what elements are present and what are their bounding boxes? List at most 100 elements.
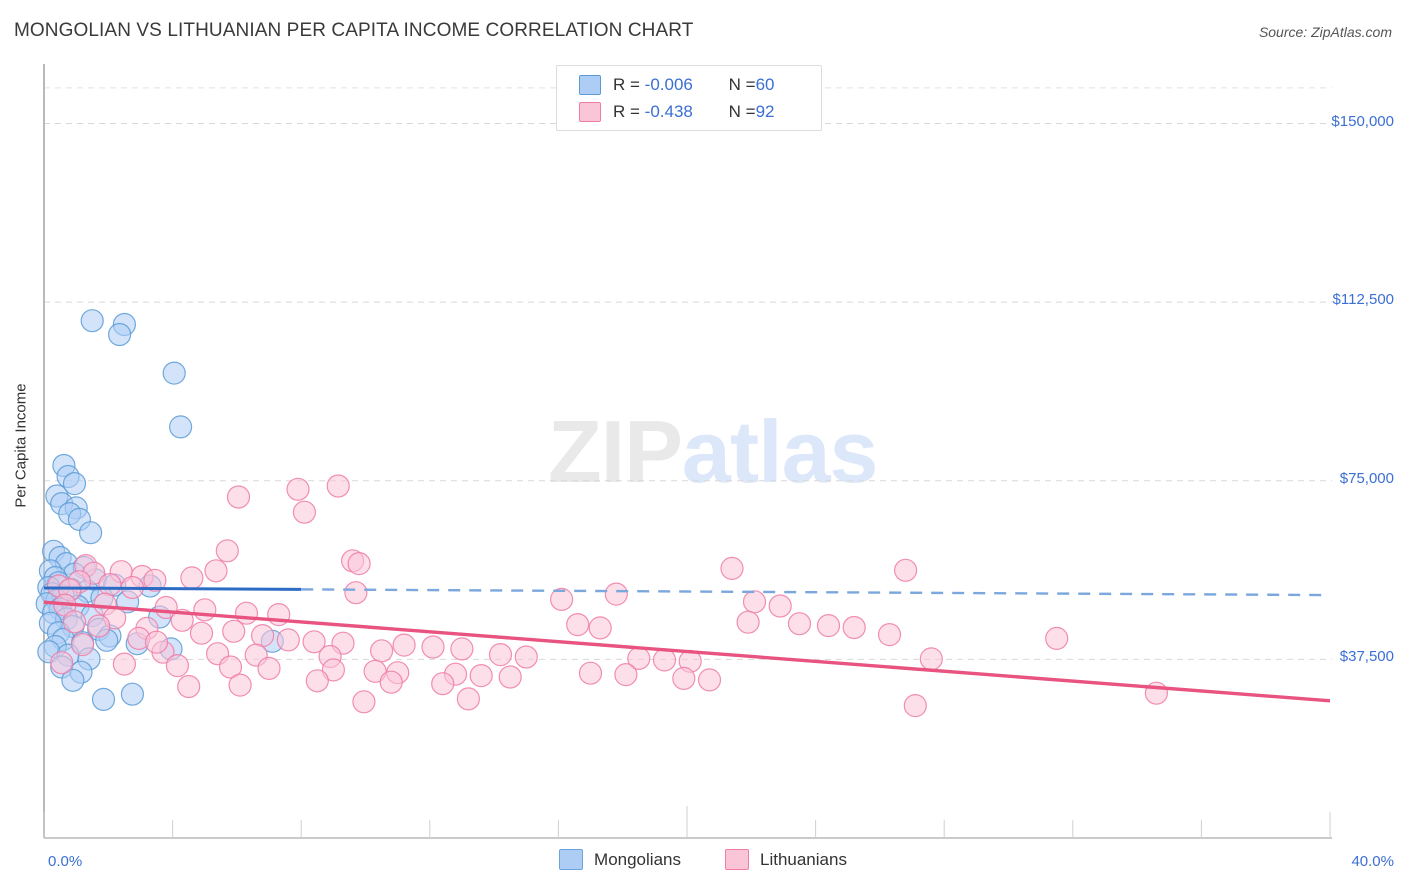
scatter-point [352,690,376,714]
scatter-point [566,612,590,637]
scatter-point [370,639,394,663]
scatter-point [321,658,345,682]
stat-n-value-mongolians: 60 [755,74,775,94]
scatter-point [169,415,193,439]
scatter-point [91,687,116,712]
scatter-point [218,655,243,679]
scatter-point [120,682,144,706]
legend-item-lithuanians[interactable]: Lithuanians [724,849,847,870]
legend-swatch-lithuanians [724,849,749,870]
axis-lines [43,64,1332,839]
scatter-point [488,642,513,667]
stat-r-value-mongolians: -0.006 [644,74,693,94]
scatter-point [226,485,251,509]
scatter-point [379,670,403,694]
scatter-point [514,645,538,669]
trend-line-lithuanians [43,600,1331,703]
scatter-point [421,635,445,659]
scatter-point [70,632,95,657]
scatter-point [652,648,677,672]
scatter-point [697,668,722,692]
scatter-point [189,621,214,645]
scatter-point [549,587,574,612]
scatter-point [456,687,480,711]
data-points [35,309,1169,718]
scatter-point [204,559,228,583]
series-legend: Mongolians Lithuanians [0,849,1406,870]
scatter-point [736,610,760,634]
scatter-point [286,477,310,501]
stat-swatch-mongolians [579,74,601,95]
scatter-point [816,613,841,638]
scatter-point [302,630,326,654]
y-axis-tick-label: $75,000 [1339,469,1394,487]
legend-swatch-mongolians [559,849,584,870]
scatter-point [112,652,137,676]
stat-r-value-lithuanians: -0.438 [644,101,693,121]
correlation-stats-box: R = -0.006 N = 60 R = -0.438 N = 92 [556,65,822,131]
scatter-point [588,616,612,640]
y-axis-tick-label: $37,500 [1339,648,1394,666]
trend-line-mongolians-solid [43,586,302,591]
scatter-point [720,556,744,581]
stat-r-label-lithuanians: R = [613,101,645,121]
stat-n-label-lithuanians: N = [728,101,756,121]
scatter-point [305,669,329,693]
x-axis-max-label: 40.0% [1351,853,1394,870]
scatter-point [877,622,902,647]
scatter-point [614,662,638,687]
scatter-point [276,628,300,652]
scatter-point [78,521,103,545]
scatter-point [919,647,943,671]
scatter-point [469,663,493,688]
source-attribution: Source: ZipAtlas.com [1258,24,1392,40]
scatter-point [604,582,628,606]
stat-row-mongolians: R = -0.006 N = 60 [579,71,821,98]
scatter-point [62,610,87,634]
scatter-point [228,673,252,697]
scatter-point [578,661,603,685]
scatter-point [344,581,368,605]
scatter-point [742,590,767,614]
scatter-point [193,598,217,622]
scatter-point [347,551,371,576]
scatter-point [292,500,316,524]
page-title: MONGOLIAN VS LITHUANIAN PER CAPITA INCOM… [14,20,694,41]
scatter-point [1045,626,1069,651]
scatter-point [768,594,792,618]
y-axis-title: Per Capita Income [12,383,30,508]
scatter-point [143,568,167,592]
watermark-atlas: atlas [681,402,879,501]
scatter-point [431,672,455,696]
scatter-point [222,619,246,643]
scatter-point [165,653,189,678]
trend-line-mongolians-dashed [301,588,1331,597]
scatter-point [363,659,387,683]
scatter-point [80,309,104,333]
scatter-point [215,539,239,563]
scatter-point [98,572,122,597]
scatter-point [61,668,85,692]
y-axis-tick-label: $112,500 [1332,291,1394,309]
scatter-point [787,612,812,636]
scatter-point [903,693,927,718]
scatter-point [326,474,350,498]
stat-r-label-mongolians: R = [613,74,645,94]
scatter-point [672,666,696,691]
stat-n-value-lithuanians: 92 [755,101,775,121]
scatter-point [498,665,522,689]
legend-label-mongolians: Mongolians [594,849,681,869]
scatter-point [177,674,201,699]
scatter-point [107,322,132,347]
stat-swatch-lithuanians [579,101,601,122]
scatter-point [87,614,111,638]
scatter-point [144,630,169,654]
legend-item-mongolians[interactable]: Mongolians [559,849,681,870]
scatter-point [50,651,74,675]
stat-row-lithuanians: R = -0.438 N = 92 [579,98,821,125]
trend-lines [43,586,1331,703]
stat-n-label-mongolians: N = [728,74,756,94]
scatter-point [842,615,866,640]
scatter-point [392,633,416,657]
